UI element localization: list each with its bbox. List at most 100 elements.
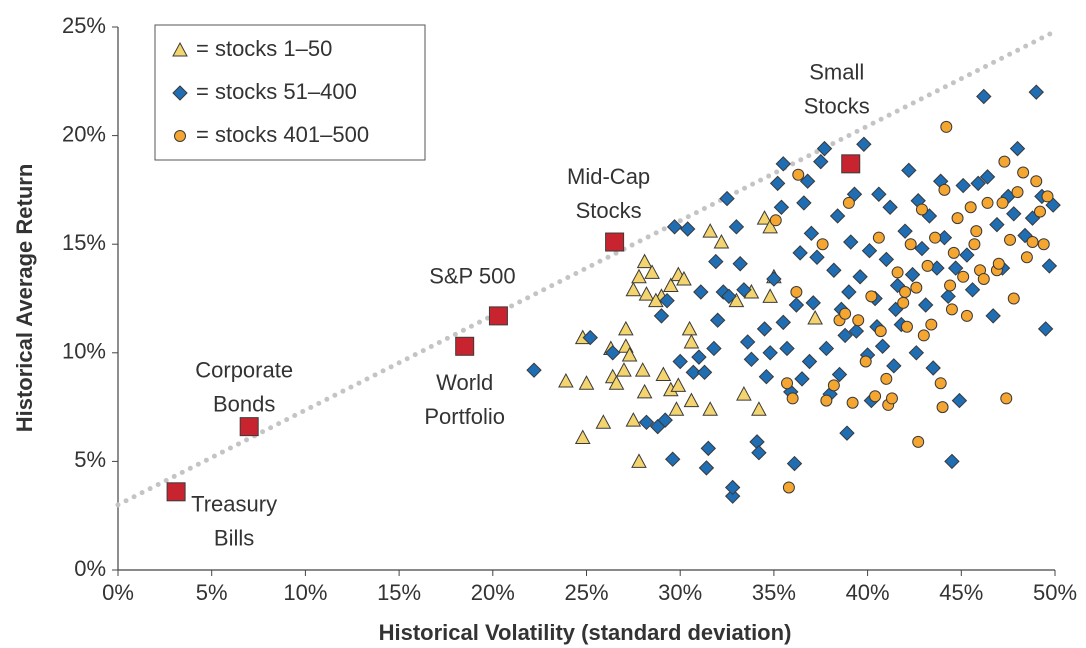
point bbox=[981, 196, 994, 209]
point bbox=[929, 231, 942, 244]
point bbox=[666, 219, 683, 235]
point bbox=[934, 377, 947, 390]
point bbox=[702, 223, 719, 238]
point bbox=[989, 216, 1005, 233]
x-tick-label: 10% bbox=[283, 580, 327, 605]
point bbox=[803, 225, 820, 242]
point bbox=[852, 269, 868, 285]
x-tick-label: 0% bbox=[102, 580, 134, 605]
point bbox=[724, 488, 741, 504]
portfolio-label: Stocks bbox=[804, 94, 870, 119]
point bbox=[775, 314, 791, 331]
point bbox=[792, 168, 805, 181]
point bbox=[625, 281, 642, 297]
point bbox=[805, 295, 821, 311]
point bbox=[578, 375, 595, 390]
point bbox=[605, 345, 621, 361]
x-tick-label: 5% bbox=[196, 580, 228, 605]
point bbox=[794, 371, 810, 387]
point bbox=[871, 186, 887, 202]
legend-marker bbox=[174, 130, 186, 142]
point bbox=[672, 353, 688, 370]
point bbox=[756, 321, 773, 337]
point bbox=[908, 345, 925, 361]
point bbox=[792, 245, 808, 261]
point bbox=[693, 284, 709, 300]
legend-label: = stocks 401–500 bbox=[196, 122, 369, 147]
x-tick-label: 15% bbox=[377, 580, 421, 605]
portfolio-point bbox=[841, 154, 861, 174]
point bbox=[762, 218, 778, 234]
point bbox=[758, 368, 775, 385]
point bbox=[964, 201, 977, 214]
point bbox=[861, 243, 878, 259]
legend-box bbox=[154, 24, 426, 161]
x-tick-label: 25% bbox=[564, 580, 608, 605]
x-tick-label: 40% bbox=[846, 580, 890, 605]
point bbox=[724, 479, 741, 496]
point bbox=[766, 271, 782, 287]
portfolio-point bbox=[605, 232, 625, 252]
point bbox=[852, 314, 865, 327]
point bbox=[685, 364, 702, 381]
y-tick-label: 25% bbox=[62, 13, 106, 38]
point bbox=[664, 451, 681, 467]
point bbox=[944, 453, 960, 470]
point bbox=[769, 175, 786, 192]
point bbox=[925, 318, 938, 331]
point bbox=[807, 309, 823, 325]
point bbox=[813, 153, 829, 170]
point bbox=[951, 392, 968, 409]
point bbox=[874, 325, 887, 338]
point bbox=[526, 362, 542, 378]
point bbox=[910, 281, 923, 294]
point bbox=[743, 351, 760, 368]
point bbox=[762, 345, 778, 361]
portfolio-label: Small bbox=[809, 60, 864, 85]
point bbox=[782, 481, 795, 494]
point bbox=[826, 262, 842, 278]
portfolio-label: Treasury bbox=[191, 492, 277, 517]
portfolio-label: Bills bbox=[214, 526, 254, 551]
point bbox=[670, 377, 687, 392]
legend-label: = stocks 51–400 bbox=[196, 79, 357, 104]
point bbox=[1011, 186, 1024, 199]
point bbox=[708, 253, 724, 270]
portfolio-label: Corporate bbox=[195, 357, 293, 382]
x-tick-label: 35% bbox=[752, 580, 796, 605]
portfolio-label: S&P 500 bbox=[429, 264, 515, 289]
point bbox=[968, 238, 981, 251]
point bbox=[886, 358, 902, 374]
point bbox=[636, 383, 653, 399]
point bbox=[662, 277, 679, 292]
point bbox=[816, 140, 833, 157]
point bbox=[618, 320, 634, 336]
point bbox=[848, 323, 865, 339]
point bbox=[702, 401, 719, 416]
point bbox=[885, 392, 898, 405]
point bbox=[940, 288, 956, 305]
point bbox=[659, 292, 675, 309]
portfolio-point bbox=[455, 336, 475, 356]
point bbox=[721, 288, 737, 305]
point bbox=[899, 285, 912, 298]
point bbox=[1006, 206, 1022, 222]
point bbox=[736, 282, 752, 298]
point bbox=[998, 155, 1011, 168]
portfolio-label: Portfolio bbox=[424, 404, 505, 429]
point bbox=[891, 266, 904, 279]
point bbox=[781, 377, 794, 390]
y-axis-title: Historical Average Return bbox=[12, 164, 37, 433]
point bbox=[700, 440, 717, 457]
point bbox=[1041, 190, 1054, 203]
point bbox=[959, 247, 975, 263]
point bbox=[897, 296, 910, 309]
point bbox=[1041, 258, 1058, 274]
point bbox=[901, 162, 917, 179]
point bbox=[773, 199, 790, 215]
point bbox=[751, 401, 767, 416]
y-tick-label: 0% bbox=[74, 556, 106, 581]
point bbox=[859, 355, 872, 368]
point bbox=[732, 256, 748, 272]
point bbox=[996, 196, 1009, 209]
